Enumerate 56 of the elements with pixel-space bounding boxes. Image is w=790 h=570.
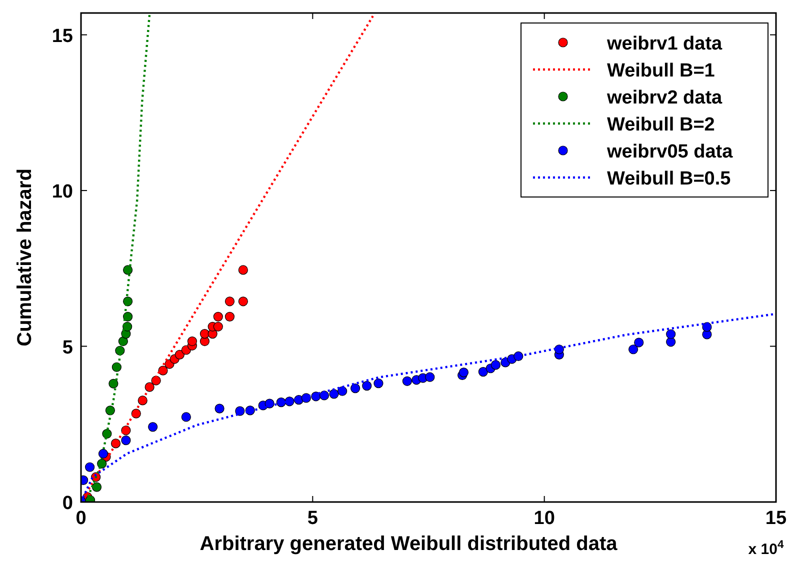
- point: [264, 398, 274, 408]
- y-tick-label: 5: [62, 337, 74, 358]
- y-tick-label: 15: [52, 26, 74, 47]
- point: [338, 386, 348, 396]
- point: [181, 412, 191, 422]
- point: [666, 337, 676, 347]
- text: x 10$^{4}$: [748, 539, 784, 558]
- point: [666, 329, 676, 339]
- point: [350, 384, 360, 394]
- legend-label: Weibull B=0.5: [607, 168, 732, 190]
- point: [238, 296, 248, 306]
- point: [98, 448, 108, 459]
- point: [458, 368, 469, 378]
- point: [224, 312, 235, 322]
- point: [200, 329, 210, 339]
- point: [374, 378, 384, 388]
- x-tick-label: 0: [76, 508, 86, 529]
- point: [329, 389, 339, 399]
- point: [174, 350, 184, 360]
- point: [121, 436, 131, 446]
- point: [425, 372, 435, 382]
- legend-label: weibrv2 data: [606, 88, 723, 108]
- point: [214, 404, 224, 414]
- point: [92, 482, 102, 492]
- point: [102, 429, 112, 439]
- x-tick-label: 5: [307, 508, 318, 529]
- x-tick-label: 15: [765, 508, 787, 529]
- point: [628, 344, 638, 354]
- point: [122, 265, 133, 275]
- point: [213, 322, 223, 332]
- point: [362, 381, 372, 391]
- y-tick-label: 0: [62, 493, 73, 514]
- point: [634, 338, 644, 348]
- point: [122, 312, 133, 322]
- point: [238, 265, 248, 275]
- legend-label: weibrv05 data: [606, 142, 734, 162]
- legend-label: Weibull B=2: [607, 114, 715, 136]
- legend-label: weibrv1 data: [606, 34, 723, 54]
- point: [319, 390, 330, 400]
- point: [490, 360, 500, 370]
- point: [148, 422, 158, 432]
- legend-label: Weibull B=1: [607, 60, 716, 82]
- y-tick-label: 10: [52, 182, 73, 203]
- point: [122, 322, 132, 332]
- point: [187, 336, 197, 346]
- point: [478, 367, 488, 377]
- x-tick-label: 10: [534, 508, 555, 529]
- point: [224, 296, 235, 306]
- point: [402, 376, 412, 386]
- y-axis-title: Cumulative hazard: [14, 168, 36, 346]
- x-axis-title: Arbitrary generated Weibull distributed data: [200, 533, 618, 555]
- point: [108, 378, 118, 388]
- point: [702, 322, 712, 332]
- point: [97, 458, 107, 468]
- point: [85, 462, 95, 472]
- point: [213, 312, 223, 322]
